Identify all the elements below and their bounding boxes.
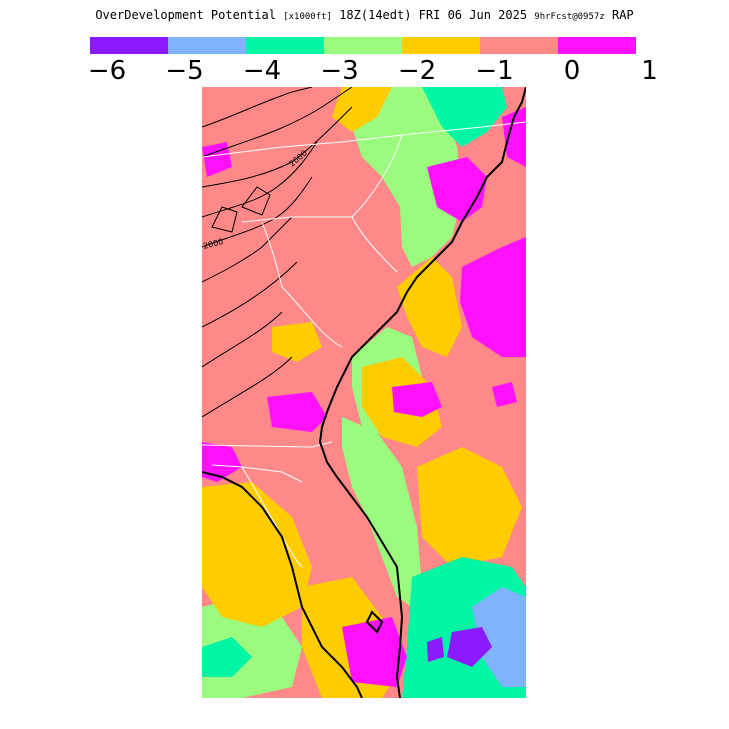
field-yellow-blob bbox=[272, 322, 322, 362]
colorbar-tick-2: −4 bbox=[242, 56, 282, 86]
colorbar-tick-5: −1 bbox=[475, 56, 514, 86]
field-magenta-small bbox=[492, 382, 517, 407]
colorbar-tick-1: −5 bbox=[165, 56, 204, 86]
title-main: OverDevelopment Potential bbox=[95, 8, 276, 22]
coastline bbox=[202, 87, 526, 698]
field-purple-se bbox=[447, 627, 492, 667]
colorbar-tick-6: 0 bbox=[563, 56, 581, 86]
colorbar-swatch-0 bbox=[90, 37, 168, 54]
field-magenta-west bbox=[202, 442, 242, 482]
field-light-green-florida bbox=[342, 417, 422, 607]
field-teal-sw bbox=[202, 637, 252, 677]
field-magenta-mid bbox=[392, 382, 442, 417]
field-magenta-ocean bbox=[460, 237, 526, 357]
colorbar-swatch-6 bbox=[558, 37, 636, 54]
chart-title: OverDevelopment Potential [x1000ft] 18Z(… bbox=[0, 8, 729, 22]
colorbar-tick-labels: −6 −5 −4 −3 −2 −1 0 1 bbox=[0, 56, 729, 88]
colorbar-tick-0: −6 bbox=[87, 56, 127, 86]
colorbar-tick-3: −3 bbox=[320, 56, 359, 86]
title-run: 9hrFcst@0957z bbox=[534, 12, 605, 22]
field-teal-ne bbox=[422, 87, 507, 147]
colorbar-tick-4: −2 bbox=[397, 56, 437, 86]
terrain-contours bbox=[202, 87, 353, 418]
colorbar-swatch-2 bbox=[246, 37, 324, 54]
colorbar-tick-7: 1 bbox=[641, 56, 658, 86]
field-blue-se bbox=[472, 587, 526, 687]
colorbar-swatch-4 bbox=[402, 37, 480, 54]
title-valid-time: 18Z(14edt) FRI 06 Jun 2025 bbox=[339, 8, 528, 22]
field-magenta-nw bbox=[202, 142, 232, 177]
colorbar-swatch-3 bbox=[324, 37, 402, 54]
field-yellow-se bbox=[417, 447, 522, 567]
colorbar-legend bbox=[90, 37, 636, 54]
field-magenta-south bbox=[342, 617, 407, 687]
forecast-map: 2000 2000 bbox=[202, 87, 526, 698]
title-units: [x1000ft] bbox=[283, 12, 332, 22]
colorbar-swatch-5 bbox=[480, 37, 558, 54]
colorbar-swatch-1 bbox=[168, 37, 246, 54]
field-yellow-north bbox=[332, 87, 392, 132]
title-model: RAP bbox=[611, 8, 634, 22]
field-yellow-west bbox=[202, 482, 312, 627]
field-magenta-ne bbox=[502, 107, 526, 167]
field-magenta-ga bbox=[267, 392, 327, 432]
field-purple-se2 bbox=[427, 637, 444, 662]
